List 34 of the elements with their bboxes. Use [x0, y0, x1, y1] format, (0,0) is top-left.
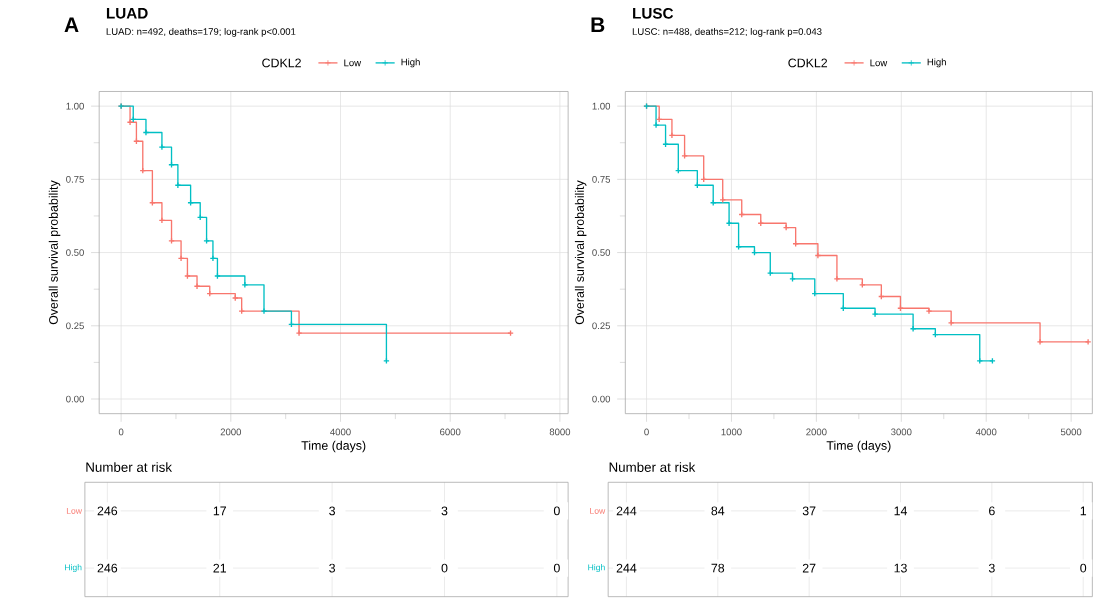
point: [177, 255, 185, 262]
point: [725, 220, 733, 227]
point: [909, 325, 917, 333]
point: [168, 237, 175, 245]
point: [766, 269, 774, 277]
point: [976, 357, 984, 365]
point: [782, 224, 790, 232]
point: [719, 196, 727, 204]
point: [833, 275, 841, 283]
point: [174, 182, 182, 189]
point: [214, 272, 221, 280]
point: [295, 329, 303, 337]
point: [193, 283, 201, 290]
point: [947, 319, 955, 327]
point: [231, 294, 239, 302]
point: [871, 310, 879, 318]
point: [1036, 338, 1044, 346]
text: B: [591, 17, 605, 33]
point: [241, 281, 249, 289]
point: [209, 255, 217, 262]
point: [681, 152, 688, 160]
text: A: [64, 17, 79, 33]
point: [925, 307, 933, 315]
point: [158, 143, 166, 151]
point: [260, 307, 268, 315]
point: [158, 217, 166, 224]
point: [142, 129, 150, 136]
point: [668, 132, 676, 139]
point: [184, 272, 191, 280]
point: [814, 252, 822, 259]
point: [238, 307, 246, 315]
point: [203, 237, 210, 245]
point: [789, 275, 796, 283]
point: [652, 121, 660, 129]
